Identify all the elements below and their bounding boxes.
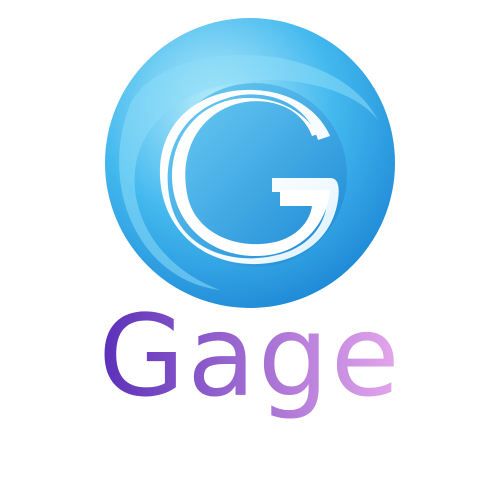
orb-inner bbox=[163, 83, 347, 267]
brand-name: Gage bbox=[98, 292, 401, 422]
